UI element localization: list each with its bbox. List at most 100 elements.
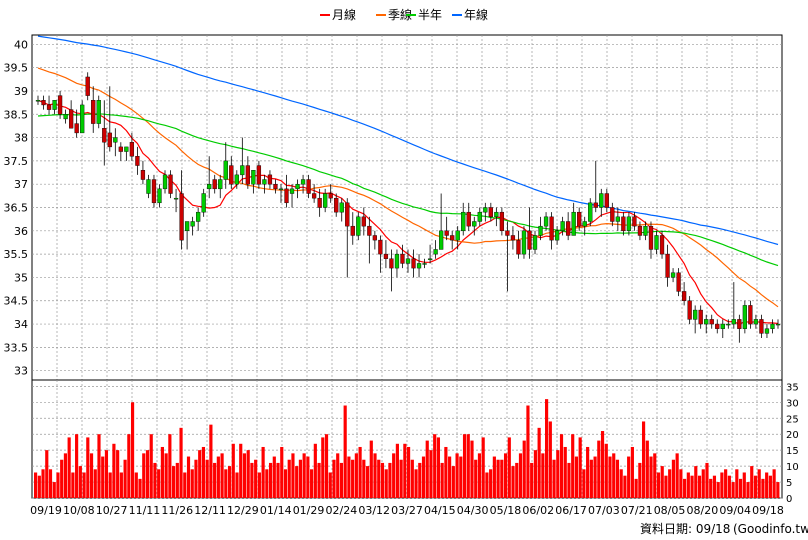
candle-body	[267, 174, 273, 185]
volume-bar	[198, 450, 202, 498]
volume-bar	[235, 472, 239, 498]
candle-body	[135, 156, 140, 166]
candle-body	[577, 211, 582, 227]
x-tick-label: 09/19	[30, 504, 62, 517]
candle-body	[483, 207, 488, 213]
candle-body	[273, 183, 278, 190]
volume-bar	[82, 472, 86, 498]
volume-bar	[768, 475, 772, 498]
candle-body	[52, 100, 57, 110]
x-tick-label: 10/27	[96, 504, 128, 517]
volume-bar	[93, 469, 97, 498]
volume-bar	[418, 462, 422, 498]
candle-body	[168, 174, 173, 194]
volume-bar	[746, 482, 750, 498]
candle-body	[538, 225, 543, 236]
volume-bar	[455, 453, 459, 498]
data-date-label: 資料日期: 09/18	[640, 522, 730, 536]
volume-bar	[224, 469, 228, 498]
volume-y-tick-label: 25	[786, 414, 799, 425]
candlesticks	[35, 72, 781, 343]
volume-bar	[727, 475, 731, 498]
volume-bar	[641, 421, 646, 498]
volume-bar	[403, 443, 407, 498]
x-tick-label: 08/20	[687, 504, 719, 517]
volume-bar	[254, 459, 258, 498]
volume-bar	[653, 453, 657, 498]
candle-body	[599, 193, 604, 208]
volume-y-tick-label: 20	[786, 430, 799, 441]
candle-body	[124, 146, 129, 152]
candle-body	[173, 197, 179, 200]
candle-body	[676, 272, 681, 292]
volume-bar	[586, 446, 590, 498]
candle-body	[427, 258, 433, 260]
volume-bar	[354, 453, 358, 498]
x-tick-label: 01/14	[260, 504, 292, 517]
candle-body	[46, 104, 52, 110]
candle-body	[383, 253, 389, 259]
volume-bar	[205, 459, 209, 498]
volume-bar	[597, 440, 601, 498]
volume-bar	[119, 472, 123, 498]
volume-bar	[157, 469, 161, 498]
volume-bar	[343, 405, 347, 498]
volume-bar	[213, 462, 217, 498]
candle-body	[118, 146, 123, 152]
volume-bar	[470, 440, 474, 498]
candle-body	[505, 230, 510, 236]
candle-body	[643, 225, 648, 236]
price-y-tick-label: 38.5	[4, 108, 29, 121]
candle-body	[527, 230, 532, 250]
volume-bar	[362, 459, 366, 498]
legend: 月線 季線 半年 年線	[320, 7, 488, 22]
volume-bar	[724, 469, 728, 498]
volume-bar	[216, 456, 220, 498]
candle-body	[687, 300, 692, 320]
volume-y-tick-label: 10	[786, 462, 799, 473]
candle-body	[416, 263, 422, 269]
volume-bar	[112, 443, 116, 498]
candle-body	[488, 207, 493, 218]
volume-bar	[571, 434, 575, 498]
candle-body	[339, 202, 344, 213]
x-tick-label: 09/18	[752, 504, 784, 517]
volume-bar	[298, 459, 303, 498]
x-tick-label: 08/05	[654, 504, 686, 517]
volume-bar	[179, 427, 183, 498]
volume-bar	[127, 434, 131, 498]
candle-body	[693, 309, 698, 320]
volume-bar	[515, 462, 519, 498]
volume-bar	[190, 469, 194, 498]
volume-bar	[462, 434, 467, 498]
candle-body	[295, 183, 300, 190]
volume-bar	[194, 459, 198, 498]
volume-bar	[310, 469, 314, 498]
volume-bar	[474, 459, 478, 498]
volume-bar	[272, 456, 276, 498]
candle-body	[715, 323, 720, 329]
volume-bar	[675, 453, 679, 498]
candle-body	[218, 179, 223, 190]
volume-bar	[395, 443, 399, 498]
legend-label-quarter: 季線	[388, 7, 412, 22]
volume-bar	[56, 472, 60, 498]
price-y-tick-label: 35.5	[4, 248, 29, 261]
volume-bar	[276, 462, 280, 498]
candle-body	[637, 225, 643, 236]
candle-body	[670, 272, 676, 278]
volume-bar	[507, 437, 511, 498]
candle-body	[372, 235, 377, 241]
volume-bar	[149, 434, 153, 498]
candle-body	[41, 100, 46, 106]
candle-body	[201, 193, 206, 213]
candle-body	[223, 160, 228, 180]
volume-bar	[615, 459, 620, 498]
volume-bars	[34, 399, 780, 498]
candle-body	[461, 211, 466, 232]
volume-bar	[765, 472, 769, 498]
volume-bar	[600, 431, 605, 498]
volume-bar	[227, 466, 232, 498]
volume-bar	[388, 462, 392, 498]
volume-y-tick-label: 15	[786, 446, 799, 457]
